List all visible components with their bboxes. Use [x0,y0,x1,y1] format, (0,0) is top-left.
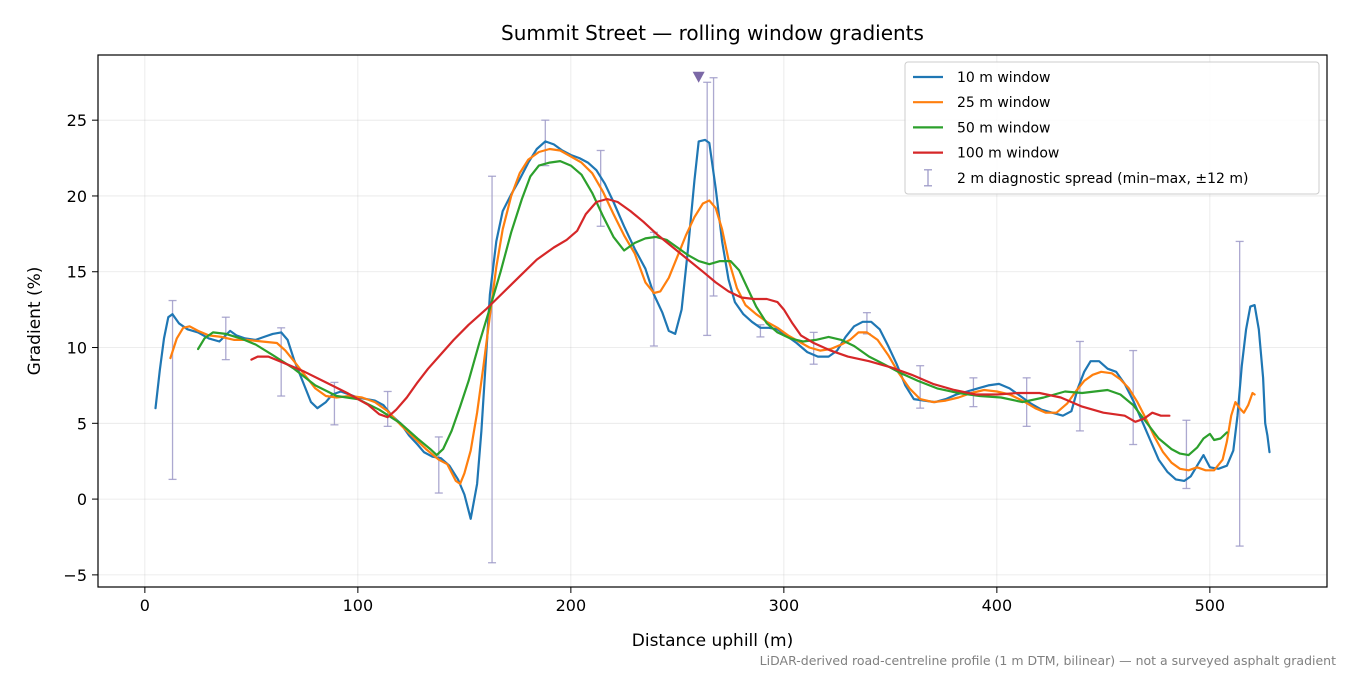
y-axis-label: Gradient (%) [25,267,45,376]
x-tick-label: 400 [982,596,1013,615]
chart-title: Summit Street — rolling window gradients [501,21,924,45]
series-line-3 [197,160,1228,457]
plot-frame [97,54,1328,588]
y-tick-label: 25 [67,111,87,130]
series-lines [154,138,1271,520]
y-tick-label: −5 [63,566,87,585]
legend-label: 25 m window [957,95,1050,111]
error-bar [434,436,443,494]
error-bar [1129,349,1138,446]
error-bar [330,381,339,426]
annotations [692,71,705,83]
legend-box [904,61,1320,195]
x-tick-label: 500 [1195,596,1226,615]
legend-label: 50 m window [957,120,1050,136]
x-tick-label: 100 [343,596,374,615]
series-line-1 [154,138,1271,520]
axis-ticks: 0 100 200 300 400 500 −5 0 5 10 15 20 25 [63,111,1225,615]
y-tick-label: 15 [67,263,87,282]
legend-entry: 10 m window [913,70,1050,86]
error-bar [703,81,712,337]
legend-entry: 50 m window [913,120,1050,136]
x-tick-label: 0 [140,596,150,615]
legend-entry: 25 m window [913,95,1050,111]
legend-label: 2 m diagnostic spread (min–max, ±12 m) [957,171,1248,187]
x-tick-label: 200 [556,596,587,615]
legend-entry: 100 m window [913,146,1059,162]
series-line-2 [169,147,1256,485]
footnote: LiDAR-derived road-centreline profile (1… [760,653,1336,668]
error-bar [168,299,177,481]
y-tick-label: 10 [67,339,87,358]
x-tick-label: 300 [769,596,800,615]
legend-label: 10 m window [957,70,1050,86]
legend-entries: 10 m window 25 m window 50 m window 100 m w… [913,70,1248,187]
error-bar [709,77,718,297]
error-bar [488,175,497,564]
triangle-marker [692,71,705,83]
y-tick-label: 0 [77,490,87,509]
legend-entry: 2 m diagnostic spread (min–max, ±12 m) [924,169,1248,187]
series-line-4 [250,197,1171,423]
legend-label: 100 m window [957,146,1059,162]
error-bar [862,312,871,335]
error-bars [168,77,1244,564]
y-tick-label: 20 [67,187,87,206]
y-tick-label: 5 [77,414,87,433]
x-axis-label: Distance uphill (m) [632,631,793,651]
error-bar [916,365,925,409]
legend: 10 m window 25 m window 50 m window 100 m w… [904,61,1320,195]
